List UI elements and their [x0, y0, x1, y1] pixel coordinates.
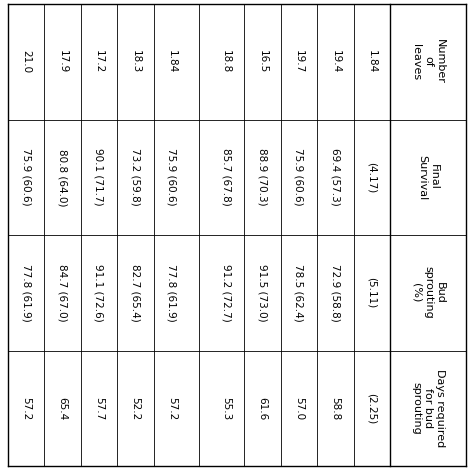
Text: 55.3: 55.3	[221, 397, 231, 420]
Text: 65.4: 65.4	[58, 397, 68, 420]
Text: 77.8 (61.9): 77.8 (61.9)	[167, 264, 177, 322]
Text: (2.25): (2.25)	[367, 392, 377, 424]
Text: 19.7: 19.7	[294, 50, 304, 73]
Text: 85.7 (67.8): 85.7 (67.8)	[221, 148, 231, 206]
Text: 75.9 (60.6): 75.9 (60.6)	[21, 148, 31, 206]
Text: 69.4 (57.3): 69.4 (57.3)	[330, 148, 340, 206]
Text: 17.9: 17.9	[58, 50, 68, 73]
Text: 77.8 (61.9): 77.8 (61.9)	[21, 264, 31, 322]
Text: Bud
sprouting
(%): Bud sprouting (%)	[411, 266, 445, 319]
Text: Number
of
leaves: Number of leaves	[411, 39, 445, 84]
Text: 91.2 (72.7): 91.2 (72.7)	[221, 264, 231, 322]
Text: 18.8: 18.8	[221, 50, 231, 73]
Text: 57.2: 57.2	[167, 397, 177, 420]
Text: 90.1 (71.7): 90.1 (71.7)	[94, 148, 104, 206]
Text: 80.8 (64.0): 80.8 (64.0)	[58, 148, 68, 206]
Text: 17.2: 17.2	[94, 50, 104, 73]
Text: 73.2 (59.8): 73.2 (59.8)	[130, 148, 140, 206]
Text: 58.8: 58.8	[330, 397, 340, 420]
Text: (5.11): (5.11)	[367, 277, 377, 309]
Text: Days required
for bud
sprouting: Days required for bud sprouting	[411, 369, 445, 447]
Text: 91.5 (73.0): 91.5 (73.0)	[257, 264, 268, 321]
Text: 19.4: 19.4	[330, 50, 340, 73]
Text: 78.5 (62.4): 78.5 (62.4)	[294, 264, 304, 322]
Text: 91.1 (72.6): 91.1 (72.6)	[94, 264, 104, 322]
Text: 18.3: 18.3	[130, 50, 140, 73]
Text: 16.5: 16.5	[257, 50, 268, 73]
Text: 61.6: 61.6	[257, 397, 268, 420]
Text: 88.9 (70.3): 88.9 (70.3)	[257, 148, 268, 206]
Text: 57.7: 57.7	[94, 397, 104, 420]
Text: 1.84: 1.84	[167, 50, 177, 73]
Text: (4.17): (4.17)	[367, 162, 377, 193]
Text: 75.9 (60.6): 75.9 (60.6)	[167, 148, 177, 206]
Text: 72.9 (58.8): 72.9 (58.8)	[330, 264, 340, 322]
Text: 21.0: 21.0	[21, 50, 31, 73]
Text: 75.9 (60.6): 75.9 (60.6)	[294, 148, 304, 206]
Text: 52.2: 52.2	[130, 397, 140, 420]
Text: 57.2: 57.2	[21, 397, 31, 420]
Text: 82.7 (65.4): 82.7 (65.4)	[130, 264, 140, 322]
Text: 84.7 (67.0): 84.7 (67.0)	[58, 264, 68, 321]
Text: Final
Survival: Final Survival	[417, 155, 439, 200]
Text: 57.0: 57.0	[294, 397, 304, 420]
Text: 1.84: 1.84	[367, 50, 377, 73]
